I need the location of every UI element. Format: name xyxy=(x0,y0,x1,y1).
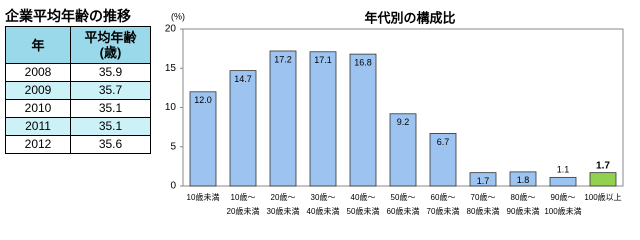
value-label: 1.7 xyxy=(596,160,610,171)
y-tick-label: 5 xyxy=(170,141,176,152)
table-cell: 35.7 xyxy=(70,81,151,100)
y-tick-label: 20 xyxy=(165,24,177,35)
x-tick-label: 10歳未満 xyxy=(186,193,220,202)
bar xyxy=(429,133,457,187)
value-label: 12.0 xyxy=(194,95,212,105)
x-tick-label: 40歳～ 50歳未満 xyxy=(346,193,380,216)
x-tick-label: 60歳～ 70歳未満 xyxy=(426,193,460,216)
value-label: 16.8 xyxy=(354,57,372,67)
chart-title: 年代別の構成比 xyxy=(364,10,455,25)
x-tick-label: 80歳～ 90歳未満 xyxy=(506,193,540,216)
bar xyxy=(589,172,617,187)
table-cell: 2010 xyxy=(5,99,71,118)
bar xyxy=(549,176,577,187)
age-table: 年 平均年齢 (歳) 2008 35.9 2009 35.7 2010 35.1 2011 3… xyxy=(5,26,151,154)
bar xyxy=(309,51,337,187)
x-tick-label: 100歳以上 xyxy=(584,193,622,202)
bar xyxy=(269,50,297,187)
x-tick-label: 30歳～ 40歳未満 xyxy=(306,193,340,216)
value-label: 17.1 xyxy=(314,55,332,65)
table-row: 2009 35.7 xyxy=(5,81,151,100)
table-cell: 35.6 xyxy=(70,135,151,154)
value-label: 9.2 xyxy=(397,117,410,127)
y-tick-label: 15 xyxy=(165,63,177,74)
value-label: 6.7 xyxy=(437,137,450,147)
page: 企業平均年齢の推移 年 平均年齢 (歳) 2008 35.9 2009 35.7 201… xyxy=(5,8,624,216)
x-tick-label: 70歳～ 80歳未満 xyxy=(466,193,500,216)
x-tick-label: 20歳～ 30歳未満 xyxy=(266,193,300,216)
table-title: 企業平均年齢の推移 xyxy=(5,8,131,24)
x-tick-label: 50歳～ 60歳未満 xyxy=(386,193,420,216)
y-tick-label: 0 xyxy=(170,181,176,192)
x-tick-label: 10歳～ 20歳未満 xyxy=(226,193,260,216)
table-row: 2011 35.1 xyxy=(5,117,151,136)
y-tick-label: 10 xyxy=(165,102,177,113)
value-label: 14.7 xyxy=(234,74,252,84)
y-axis-label: (%) xyxy=(171,11,185,21)
table-cell: 2012 xyxy=(5,135,71,154)
bar xyxy=(469,172,497,187)
chart: 年代別の構成比 (%) 0 5 10 15 20 12.0 14.7 17.2 17.1 16.8… xyxy=(165,10,624,192)
table-row: 2012 35.6 xyxy=(5,135,151,154)
table-cell: 2009 xyxy=(5,81,71,100)
bar xyxy=(509,171,537,187)
table-cell: 2011 xyxy=(5,117,71,136)
table-header: 年 平均年齢 (歳) xyxy=(5,26,151,64)
bar xyxy=(389,113,417,187)
bar xyxy=(229,70,257,187)
x-tick-label: 90歳～ 100歳未満 xyxy=(544,193,582,216)
value-label: 17.2 xyxy=(274,54,292,64)
table-cell: 35.1 xyxy=(70,99,151,118)
table-cell: 35.1 xyxy=(70,117,151,136)
bar xyxy=(349,53,377,187)
header-cell: 平均年齢 (歳) xyxy=(70,26,151,64)
value-label: 1.1 xyxy=(557,165,570,175)
bar xyxy=(189,91,217,187)
value-label: 1.7 xyxy=(477,176,490,186)
table-row: 2008 35.9 xyxy=(5,63,151,82)
value-label: 1.8 xyxy=(517,175,530,185)
table-row: 2010 35.1 xyxy=(5,99,151,118)
